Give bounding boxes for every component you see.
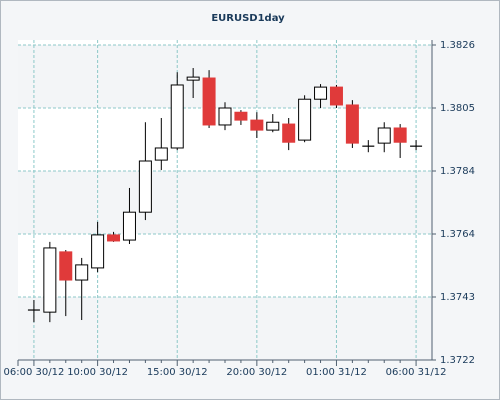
chart-title: EURUSD1day — [211, 13, 285, 24]
y-tick-label: 1.3764 — [440, 229, 475, 240]
band — [18, 45, 432, 108]
candle-body — [170, 84, 184, 149]
candle-body — [186, 76, 200, 81]
x-tick-label: 10:00 30/12 — [67, 367, 128, 378]
x-tick-label: 06:00 30/12 — [4, 367, 65, 378]
candle-body — [314, 86, 328, 100]
candle-body — [234, 111, 248, 121]
y-tick-label: 1.3743 — [440, 292, 475, 303]
band — [18, 297, 432, 360]
candle-body — [298, 98, 312, 141]
candle-body — [377, 127, 391, 144]
candle-body — [107, 234, 121, 242]
candle-body — [218, 107, 232, 126]
y-tick-label: 1.3826 — [440, 40, 475, 51]
candle-body — [43, 247, 57, 313]
candle-body — [345, 104, 359, 144]
x-tick-label: 01:00 31/12 — [306, 367, 367, 378]
candle-body — [75, 264, 89, 281]
x-tick-label: 15:00 30/12 — [147, 367, 208, 378]
y-tick-label: 1.3805 — [440, 103, 475, 114]
x-tick-label: 06:00 31/12 — [386, 367, 447, 378]
candle-body — [59, 251, 73, 281]
candle-body — [154, 147, 168, 161]
y-tick-label: 1.3784 — [440, 166, 475, 177]
candle-body — [138, 160, 152, 213]
candle-body — [250, 119, 264, 131]
candle-body — [266, 121, 280, 131]
band — [18, 171, 432, 234]
y-tick-label: 1.3722 — [440, 355, 475, 366]
candle-body — [329, 86, 343, 106]
x-tick-label: 20:00 30/12 — [226, 367, 287, 378]
plot-area: 1.3722 1.3743 1.3764 1.3784 1.3805 1.3826 06:0… — [4, 40, 475, 378]
candle-body — [393, 127, 407, 143]
candle-body — [282, 123, 296, 143]
candle-body — [91, 234, 105, 269]
candle-body — [122, 211, 136, 241]
candle-body — [202, 77, 216, 126]
